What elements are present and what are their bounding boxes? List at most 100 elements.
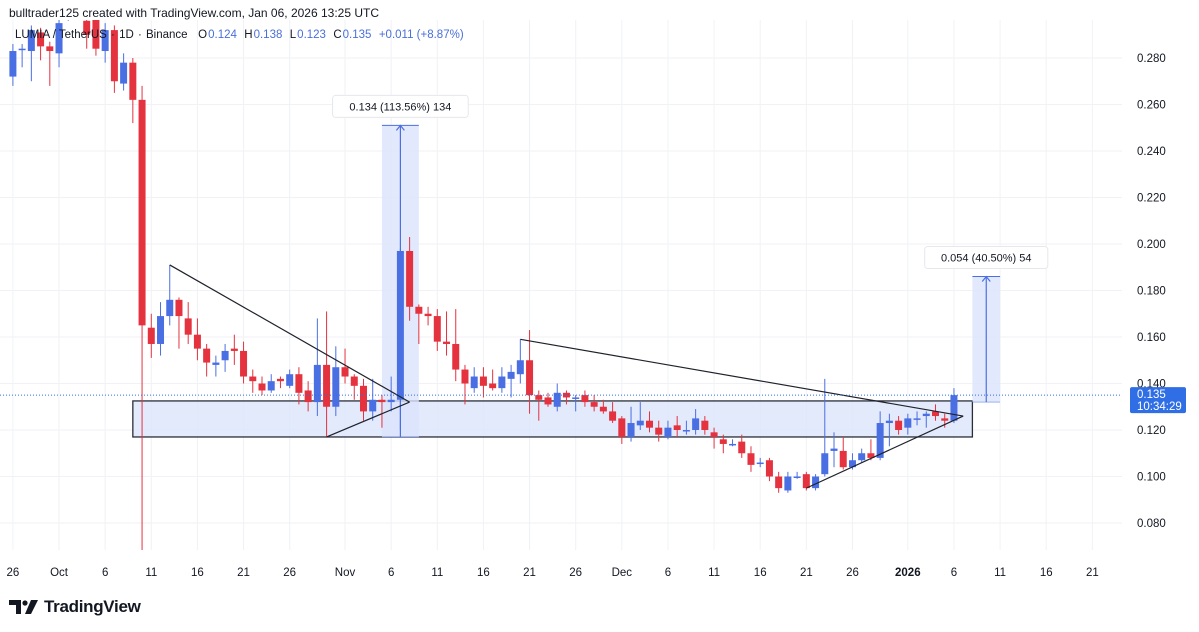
candle[interactable] [27, 25, 35, 82]
tradingview-logo[interactable]: TradingView [9, 597, 141, 617]
candle[interactable] [701, 416, 709, 435]
candle[interactable] [941, 413, 949, 428]
candle[interactable] [590, 395, 598, 412]
candle[interactable] [396, 248, 404, 430]
candle[interactable] [895, 416, 903, 435]
candle[interactable] [470, 367, 478, 393]
candle[interactable] [267, 374, 275, 393]
candle[interactable] [147, 313, 155, 358]
candle[interactable] [212, 355, 220, 377]
candle[interactable] [276, 376, 284, 389]
interval[interactable]: 1D [119, 29, 134, 41]
trendline[interactable] [169, 264, 410, 403]
candle[interactable] [184, 302, 192, 344]
candle[interactable] [286, 369, 294, 389]
candle[interactable] [101, 23, 109, 63]
candle[interactable] [756, 457, 764, 468]
candle[interactable] [719, 434, 727, 454]
candle[interactable] [812, 474, 820, 491]
candle[interactable] [295, 367, 303, 405]
candle[interactable] [138, 85, 146, 558]
candle[interactable] [129, 58, 137, 124]
candle[interactable] [443, 311, 451, 356]
candle[interactable] [461, 364, 469, 405]
candle[interactable] [682, 420, 690, 435]
candle[interactable] [323, 311, 331, 437]
candle[interactable] [387, 376, 395, 412]
candle[interactable] [18, 44, 26, 68]
candle[interactable] [738, 434, 746, 458]
candle[interactable] [498, 367, 506, 393]
candle[interactable] [710, 427, 718, 449]
candle[interactable] [369, 378, 377, 421]
plot-area[interactable]: 0.134 (113.56%) 134 0.054 (40.50%) 54 [0, 0, 1122, 558]
candle[interactable] [692, 409, 700, 435]
candle[interactable] [240, 341, 248, 384]
candle[interactable] [193, 318, 201, 361]
candle[interactable] [83, 16, 91, 49]
candle[interactable] [46, 41, 54, 86]
candle[interactable] [489, 369, 497, 391]
candle[interactable] [526, 330, 534, 414]
candle[interactable] [378, 395, 386, 428]
candle[interactable] [922, 411, 930, 428]
candle[interactable] [415, 304, 423, 344]
price-axis[interactable]: 0.2800.2600.2400.2200.2000.1800.1600.140… [1130, 53, 1186, 530]
candle[interactable] [572, 395, 580, 412]
candle[interactable] [175, 297, 183, 349]
candle[interactable] [433, 309, 441, 351]
candle[interactable] [729, 439, 737, 447]
candle[interactable] [507, 364, 515, 398]
candle[interactable] [609, 402, 617, 424]
candle[interactable] [424, 306, 432, 326]
candle[interactable] [304, 381, 312, 412]
candle[interactable] [581, 390, 589, 407]
candle[interactable] [479, 367, 487, 398]
candle[interactable] [258, 376, 266, 396]
candle[interactable] [120, 53, 128, 91]
candle[interactable] [950, 388, 958, 424]
trendline[interactable] [326, 401, 410, 438]
candle[interactable] [765, 457, 773, 482]
candle[interactable] [249, 369, 257, 393]
candle[interactable] [359, 378, 367, 421]
candle[interactable] [618, 416, 626, 444]
candle[interactable] [802, 471, 810, 491]
candle[interactable] [535, 390, 543, 421]
candle[interactable] [544, 392, 552, 407]
candle[interactable] [858, 448, 866, 463]
candle[interactable] [885, 413, 893, 447]
candle[interactable] [92, 14, 100, 56]
candle[interactable] [839, 436, 847, 470]
candle[interactable] [157, 302, 165, 356]
candle[interactable] [645, 411, 653, 433]
candle[interactable] [775, 471, 783, 493]
candle[interactable] [821, 378, 829, 477]
trendline[interactable] [520, 338, 964, 417]
trendline[interactable] [806, 415, 964, 489]
candle[interactable] [221, 343, 229, 372]
candle[interactable] [599, 399, 607, 414]
candle[interactable] [166, 264, 174, 326]
candle[interactable] [55, 18, 63, 68]
candle[interactable] [830, 432, 838, 468]
candle[interactable] [793, 471, 801, 479]
candle[interactable] [664, 420, 672, 440]
candle[interactable] [867, 439, 875, 461]
candle[interactable] [932, 404, 939, 421]
candle[interactable] [876, 411, 884, 461]
candle[interactable] [747, 446, 755, 472]
candle[interactable] [636, 402, 644, 430]
candle[interactable] [37, 27, 45, 61]
candle[interactable] [313, 318, 321, 417]
candle[interactable] [673, 416, 681, 437]
candle[interactable] [562, 390, 570, 405]
candle[interactable] [452, 309, 460, 382]
candle[interactable] [230, 334, 238, 365]
candle[interactable] [516, 339, 524, 384]
symbol-name[interactable]: LUMIA / TetherUS [15, 29, 107, 41]
candle[interactable] [203, 343, 211, 377]
candle[interactable] [553, 383, 561, 412]
time-axis[interactable]: 26 Oct 6 11 16 21 26 Nov 6 11 16 21 26 Dec 6 11 16 21 26 20… [7, 567, 1099, 579]
